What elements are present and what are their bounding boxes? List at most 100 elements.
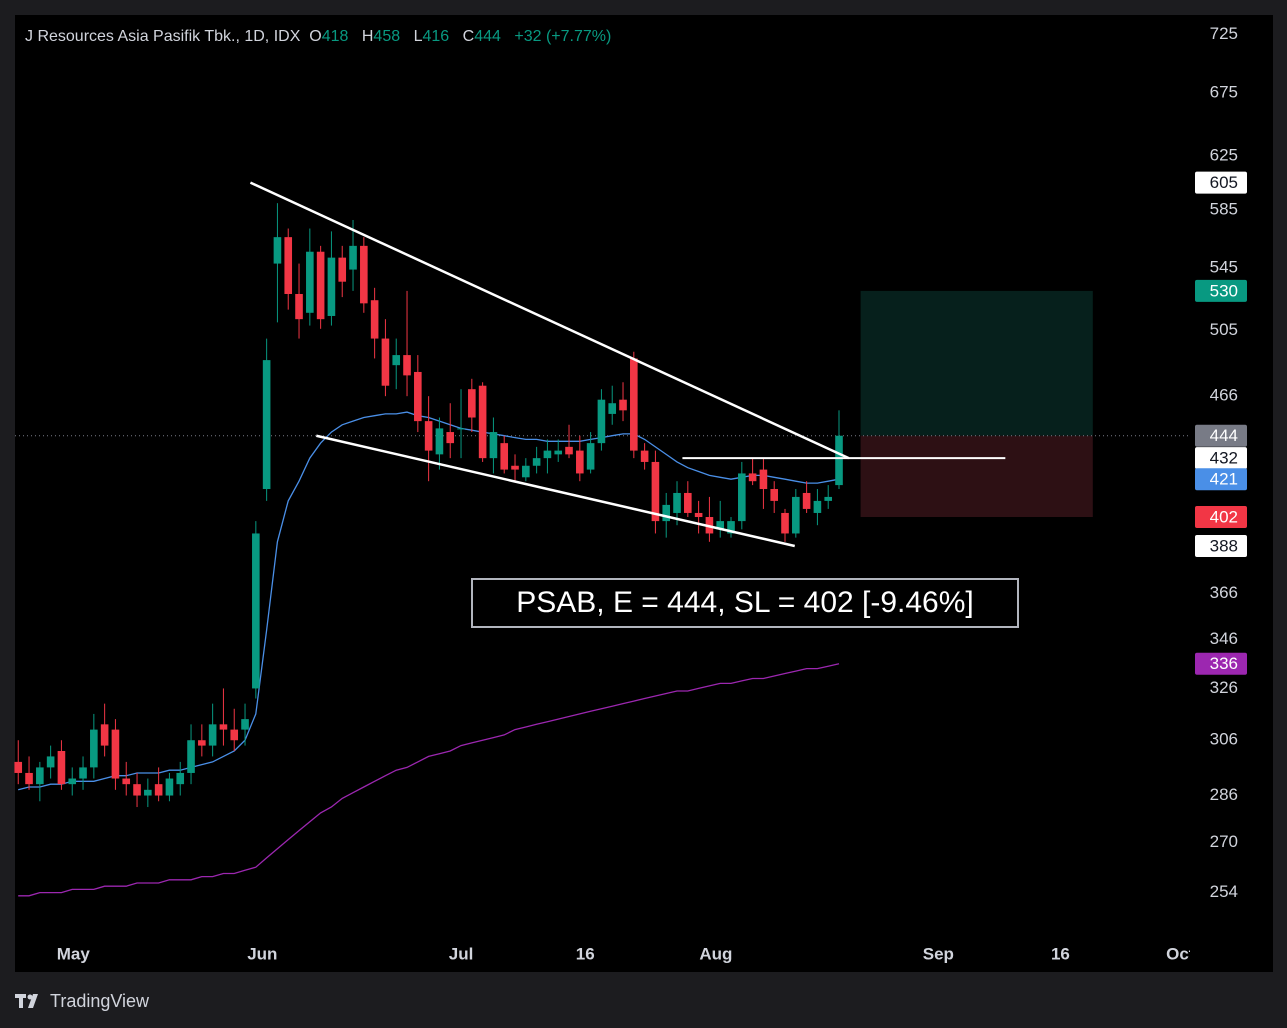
- x-tick-label: Jun: [247, 944, 277, 963]
- price-label-bg: [1195, 447, 1247, 470]
- candle-body: [619, 399, 627, 411]
- candle-body: [813, 500, 822, 513]
- candle-body: [349, 245, 357, 270]
- price-label-bg: [1195, 424, 1247, 447]
- candle-body: [338, 257, 347, 282]
- candle-body: [500, 443, 509, 470]
- candle-body: [381, 338, 390, 386]
- plot-area: [14, 181, 1190, 897]
- tv-logo: [15, 994, 38, 1008]
- candle-body: [165, 778, 174, 796]
- candle-body: [835, 435, 843, 486]
- candle-body: [532, 458, 541, 466]
- target-zone: [860, 290, 1093, 436]
- ohlc-value: 458: [373, 28, 401, 45]
- candle-body: [716, 521, 725, 530]
- candle-body: [327, 257, 336, 316]
- x-tick-label: May: [57, 944, 91, 963]
- candle-body: [25, 772, 33, 785]
- candle-body: [424, 421, 433, 451]
- candle-body: [90, 729, 98, 768]
- price-label: 530: [1210, 281, 1238, 300]
- y-tick-label: 466: [1210, 386, 1238, 405]
- x-tick-label: 16: [1051, 944, 1070, 963]
- ohlc-letter: L: [413, 28, 423, 45]
- axis-cover: [1190, 940, 1273, 972]
- candle-body: [457, 428, 465, 430]
- candle-body: [543, 450, 552, 459]
- candle-body: [273, 237, 282, 264]
- candle-body: [694, 512, 703, 518]
- x-tick-label: Aug: [699, 944, 732, 963]
- candle-body: [770, 489, 779, 501]
- candle-body: [748, 473, 757, 482]
- y-tick-label: 306: [1210, 730, 1238, 749]
- candle-body: [824, 496, 833, 501]
- candle-body: [208, 724, 217, 746]
- price-label: 421: [1210, 470, 1238, 489]
- candle-body: [154, 784, 163, 796]
- candle-body: [46, 756, 55, 768]
- candle-body: [435, 428, 444, 455]
- y-tick-label: 675: [1210, 83, 1238, 102]
- ohlc-value: 418: [321, 28, 349, 45]
- y-tick-label: 326: [1210, 678, 1238, 697]
- price-label-bg: [1195, 535, 1247, 558]
- candle-body: [144, 789, 152, 796]
- candle-body: [597, 399, 606, 444]
- candle-body: [414, 371, 422, 422]
- stop-zone: [860, 435, 1093, 518]
- ohlc-letter: H: [361, 28, 374, 45]
- y-tick-label: 625: [1210, 146, 1238, 165]
- candle-body: [111, 729, 120, 779]
- candle-body: [392, 355, 401, 366]
- price-label: 388: [1210, 536, 1238, 555]
- annotation-box: PSAB, E = 444, SL = 402 [-9.46%]: [471, 578, 1019, 628]
- legend-header: J Resources Asia Pasifik Tbk., 1D, IDX O…: [25, 28, 620, 46]
- candle-body: [176, 772, 185, 785]
- x-tick-label: 16: [576, 944, 595, 963]
- candle-body: [36, 767, 44, 785]
- candle-body: [403, 355, 411, 376]
- candle-body: [478, 385, 487, 459]
- candle-body: [468, 389, 476, 418]
- trend-line: [249, 181, 850, 460]
- y-tick-label: 545: [1210, 258, 1238, 277]
- candle-body: [252, 533, 260, 689]
- brand: TradingView: [50, 991, 150, 1011]
- candle-body: [565, 446, 573, 455]
- candle-body: [446, 432, 455, 444]
- candle-body: [241, 719, 249, 730]
- candle-body: [727, 521, 735, 534]
- candle-body: [262, 360, 271, 490]
- candle-body: [14, 761, 23, 773]
- change: +32 (+7.77%): [514, 28, 612, 45]
- candle-body: [522, 465, 530, 478]
- price-label-bg: [1195, 506, 1247, 529]
- candle-body: [306, 251, 314, 313]
- y-tick-label: 585: [1210, 200, 1238, 219]
- y-tick-label: 286: [1210, 785, 1238, 804]
- candle-body: [57, 750, 66, 785]
- candle-body: [608, 403, 617, 414]
- candle-body: [295, 293, 303, 320]
- candle-body: [586, 443, 595, 470]
- ohlc-value: 416: [422, 28, 450, 45]
- candle-body: [662, 504, 671, 522]
- candle-body: [219, 724, 228, 730]
- candle-body: [79, 767, 87, 779]
- x-tick-label: Jul: [449, 944, 474, 963]
- candle-body: [673, 492, 681, 513]
- y-tick-label: 346: [1210, 629, 1238, 648]
- y-tick-label: 366: [1210, 583, 1238, 602]
- x-tick-label: Sep: [923, 944, 954, 963]
- candle-body: [651, 461, 660, 522]
- candle-body: [554, 450, 563, 455]
- candle-body: [316, 251, 325, 320]
- ohlc-letter: O: [309, 28, 322, 45]
- candle-body: [802, 492, 811, 509]
- candle-body: [187, 740, 195, 773]
- ohlc-value: 444: [474, 28, 501, 45]
